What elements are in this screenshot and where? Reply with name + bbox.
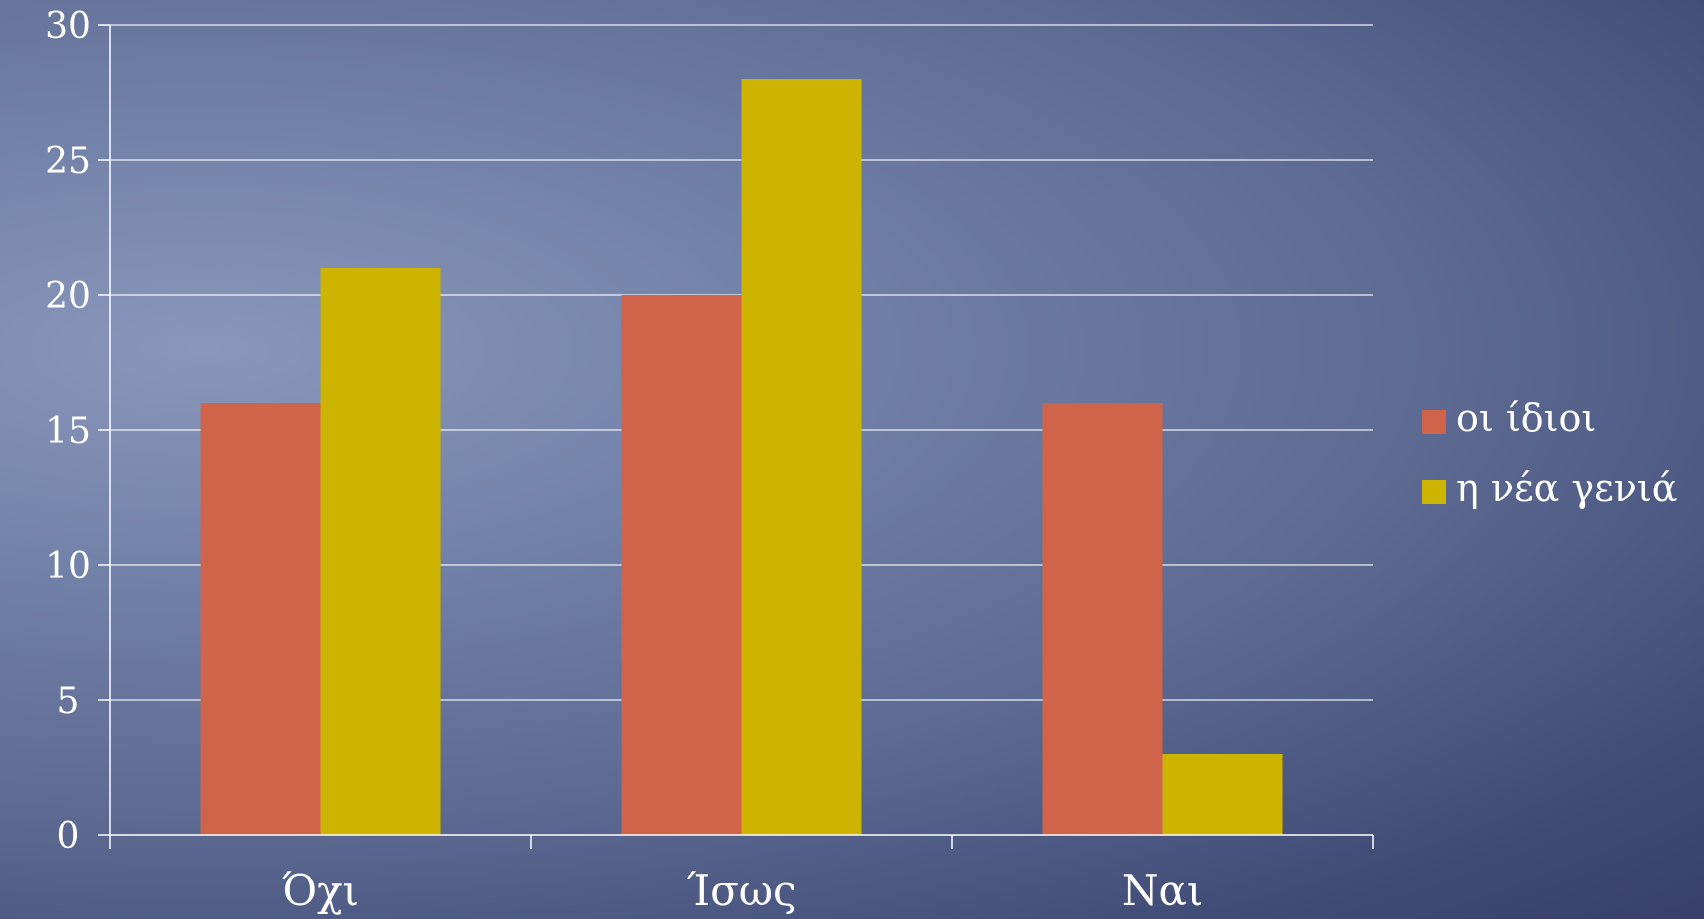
y-tick-label: 30 xyxy=(45,6,91,47)
legend-swatch xyxy=(1422,480,1446,504)
bar-1-2 xyxy=(621,295,742,835)
category-label: Ναι xyxy=(1122,866,1204,915)
legend-label: οι ίδιοι xyxy=(1456,396,1596,440)
bar-2-3 xyxy=(1162,754,1283,835)
category-labels: Όχι Ίσως Ναι xyxy=(282,866,1203,915)
y-tick-label: 25 xyxy=(45,141,91,182)
bar-1-3 xyxy=(1042,403,1163,835)
bar-2-1 xyxy=(320,268,441,835)
legend: οι ίδιοι η νέα γενιά xyxy=(1422,396,1677,510)
bar-1-1 xyxy=(200,403,321,835)
legend-label: η νέα γενιά xyxy=(1456,466,1677,510)
y-tick-label: 5 xyxy=(57,681,80,722)
category-label: Ίσως xyxy=(686,866,796,915)
category-label: Όχι xyxy=(282,866,359,915)
legend-swatch xyxy=(1422,410,1446,434)
y-tick-label: 15 xyxy=(45,411,91,452)
x-tick-marks xyxy=(109,835,1374,849)
bar-2-2 xyxy=(741,79,862,835)
y-tick-label: 20 xyxy=(45,276,91,317)
y-tick-label: 10 xyxy=(45,546,91,587)
y-tick-label: 0 xyxy=(57,816,80,857)
y-tick-labels: 0 5 10 15 20 25 30 xyxy=(45,6,110,857)
bars xyxy=(200,79,1283,835)
